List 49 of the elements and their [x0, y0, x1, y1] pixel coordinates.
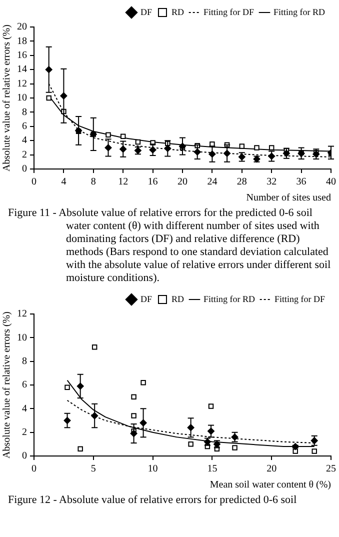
legend-label: Fitting for RD: [203, 294, 256, 304]
x-tick-label: 20: [178, 176, 188, 188]
legend-label: Fitting for RD: [273, 6, 326, 17]
legend-label: DF: [140, 6, 152, 17]
x-tick-label: 36: [296, 176, 306, 188]
x-tick-label: 15: [207, 464, 218, 475]
x-tick-label: 32: [266, 176, 277, 188]
x-tick-label: 28: [236, 176, 247, 188]
caption: Figure 12 - Absolute value of relative errors for predicted 0-6 soil: [7, 493, 298, 508]
legend-label: RD: [171, 294, 184, 304]
x-tick-label: 4: [61, 176, 66, 188]
y-tick-label: 8: [22, 106, 27, 118]
x-tick-label: 12: [118, 176, 128, 188]
y-tick-label: 0: [22, 450, 27, 462]
y-tick-label: 16: [17, 50, 27, 62]
x-axis-title: Mean soil water content θ (%): [210, 480, 331, 491]
y-tick-label: 6: [22, 121, 27, 132]
legend-label: Fitting for DF: [203, 6, 254, 17]
x-tick-label: 8: [90, 176, 96, 188]
x-tick-label: 25: [326, 464, 336, 475]
y-axis-title: Absolute value of relative errors (%): [2, 24, 13, 172]
y-tick-label: 10: [17, 332, 27, 344]
y-tick-label: 20: [17, 22, 27, 33]
x-tick-label: 5: [90, 464, 96, 475]
legend-label: Fitting for DF: [274, 294, 326, 304]
x-tick-label: 16: [148, 176, 158, 188]
y-tick-label: 10: [17, 92, 27, 104]
y-tick-label: 4: [22, 403, 27, 414]
y-tick-label: 18: [17, 36, 27, 47]
y-axis-title: Absolute value of relative errors (%): [2, 312, 13, 458]
x-tick-label: 0: [32, 176, 36, 188]
x-axis-title: Number of sites used: [246, 192, 331, 204]
x-tick-label: 10: [148, 464, 158, 475]
y-tick-label: 8: [22, 356, 27, 367]
y-tick-label: 4: [22, 135, 27, 146]
x-tick-label: 40: [326, 176, 336, 188]
y-tick-label: 2: [22, 426, 27, 438]
x-tick-label: 24: [207, 176, 218, 188]
y-tick-label: 12: [17, 78, 27, 90]
y-tick-label: 12: [17, 308, 27, 320]
caption: Figure 11 - Absolute value of relative errors for the predicted 0-6 soil water content (θ) with different number of sites used with dominating factors (DF) and relative difference (RD) methods (Bars respond to one standard deviation calculated with the absolute value of relative errors under different soil moisture conditions).: [7, 206, 332, 286]
y-tick-label: 14: [17, 64, 27, 76]
x-tick-label: 0: [32, 464, 36, 475]
y-tick-label: 0: [22, 164, 27, 175]
x-tick-label: 20: [266, 464, 277, 475]
legend-label: DF: [140, 294, 152, 304]
y-tick-label: 6: [22, 380, 27, 391]
y-tick-label: 2: [22, 149, 27, 160]
legend-label: RD: [171, 6, 184, 17]
